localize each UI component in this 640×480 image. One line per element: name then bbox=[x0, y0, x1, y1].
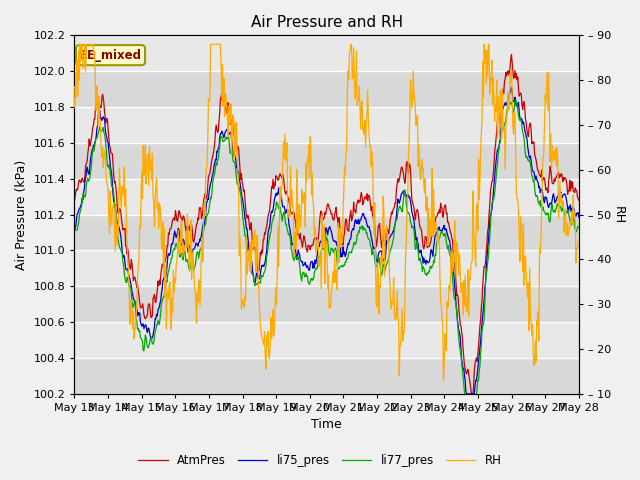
RH bbox=[81, 60, 88, 66]
Bar bbox=[74, 215, 579, 251]
RH bbox=[575, 238, 582, 244]
li75_pres bbox=[403, 193, 410, 199]
AtmPres bbox=[132, 277, 140, 283]
li77_pres bbox=[80, 191, 88, 197]
li77_pres bbox=[132, 305, 140, 311]
Line: AtmPres: AtmPres bbox=[74, 54, 579, 394]
Bar bbox=[74, 251, 579, 286]
Line: li77_pres: li77_pres bbox=[74, 100, 579, 397]
AtmPres bbox=[70, 198, 78, 204]
Bar bbox=[74, 322, 579, 358]
Line: RH: RH bbox=[74, 44, 579, 380]
Bar bbox=[74, 143, 579, 179]
AtmPres bbox=[183, 224, 191, 229]
li77_pres bbox=[209, 176, 217, 182]
li77_pres bbox=[388, 244, 396, 250]
Y-axis label: RH: RH bbox=[612, 205, 625, 224]
li75_pres bbox=[463, 391, 470, 396]
li77_pres bbox=[461, 395, 469, 400]
AtmPres bbox=[388, 209, 396, 215]
li75_pres bbox=[80, 189, 88, 195]
li75_pres bbox=[70, 224, 78, 230]
AtmPres bbox=[575, 198, 582, 204]
li75_pres bbox=[508, 84, 515, 90]
RH bbox=[403, 208, 411, 214]
RH bbox=[388, 302, 396, 308]
Line: li75_pres: li75_pres bbox=[74, 87, 579, 394]
RH bbox=[132, 314, 140, 320]
X-axis label: Time: Time bbox=[311, 419, 342, 432]
Bar bbox=[74, 71, 579, 107]
RH bbox=[184, 211, 191, 217]
li77_pres bbox=[183, 256, 191, 262]
li77_pres bbox=[403, 201, 410, 207]
AtmPres bbox=[209, 150, 217, 156]
li75_pres bbox=[209, 169, 217, 175]
Bar bbox=[74, 286, 579, 322]
Y-axis label: Air Pressure (kPa): Air Pressure (kPa) bbox=[15, 159, 28, 270]
AtmPres bbox=[403, 162, 410, 168]
RH bbox=[210, 41, 218, 47]
li77_pres bbox=[70, 227, 78, 233]
Legend: AtmPres, li75_pres, li77_pres, RH: AtmPres, li75_pres, li77_pres, RH bbox=[134, 449, 506, 472]
Text: EE_mixed: EE_mixed bbox=[79, 48, 141, 61]
RH bbox=[440, 377, 447, 383]
li75_pres bbox=[183, 240, 191, 245]
Title: Air Pressure and RH: Air Pressure and RH bbox=[251, 15, 403, 30]
li77_pres bbox=[512, 97, 520, 103]
Bar bbox=[74, 358, 579, 394]
Bar bbox=[74, 107, 579, 143]
li77_pres bbox=[575, 224, 582, 230]
AtmPres bbox=[80, 179, 88, 185]
RH bbox=[70, 104, 78, 110]
AtmPres bbox=[468, 391, 476, 396]
li75_pres bbox=[388, 231, 396, 237]
li75_pres bbox=[575, 215, 582, 220]
RH bbox=[76, 41, 84, 47]
AtmPres bbox=[508, 51, 515, 57]
li75_pres bbox=[132, 299, 140, 304]
Bar bbox=[74, 36, 579, 71]
Bar bbox=[74, 179, 579, 215]
